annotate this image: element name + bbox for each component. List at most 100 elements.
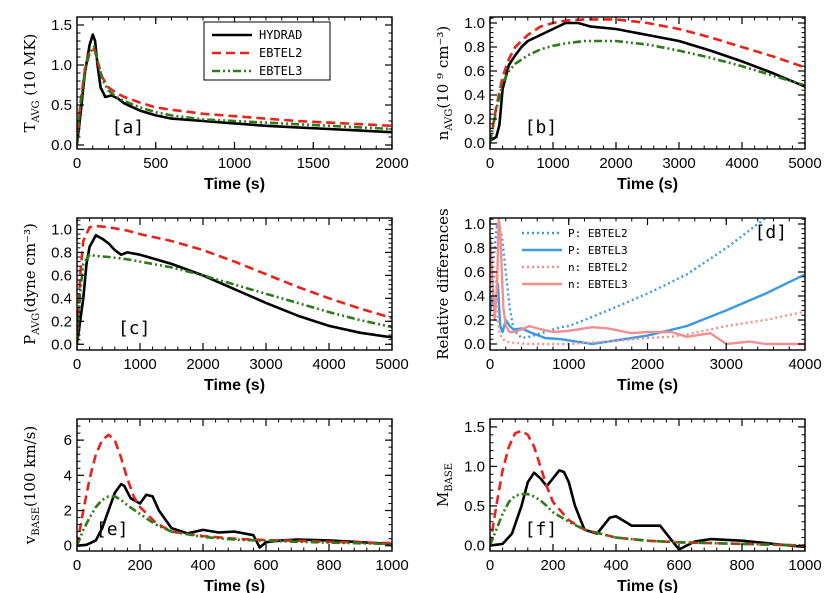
x-tick-label: 4000 <box>312 356 345 373</box>
legend-label: n: EBTEL2 <box>568 261 628 274</box>
series-d-n-ebtel3 <box>490 218 805 346</box>
plot-frame-f <box>489 418 806 552</box>
legend-label: n: EBTEL3 <box>568 278 628 291</box>
y-axis-label-sub: AVG <box>31 313 42 336</box>
series-d-p-ebtel2 <box>490 218 768 340</box>
panel-b: 0 1000 2000 3000 4000 5000 0.0 0.2 0.4 0.6 0.8 1.0 T… <box>434 15 822 193</box>
legend-label: EBTEL3 <box>259 64 302 78</box>
y-axis-label-unit: (10 MK) <box>21 34 39 101</box>
series-c-ebtel2 <box>77 224 392 345</box>
panel-label-d: [d] <box>755 222 788 243</box>
panel-label-b: [b] <box>525 117 558 138</box>
y-tick-label: 0.5 <box>464 498 485 515</box>
x-tick-label: 0 <box>73 557 81 574</box>
y-axis-label: TAVG (10 MK) <box>21 34 42 133</box>
y-tick-label: 1.5 <box>51 17 72 34</box>
y-tick-label: 1.0 <box>51 221 72 238</box>
y-tick-label: 0 <box>64 538 72 555</box>
x-tick-label: 1000 <box>123 356 156 373</box>
x-tick-label: 3000 <box>249 356 282 373</box>
x-tick-label: 2000 <box>599 155 632 172</box>
series-f-ebtel3 <box>490 492 805 547</box>
y-tick-label: 0.4 <box>464 87 485 104</box>
y-tick-label: 0.6 <box>51 267 72 284</box>
panel-label-e: [e] <box>96 519 129 540</box>
x-tick-label: 200 <box>540 557 565 574</box>
legend-label: P: EBTEL3 <box>568 244 628 257</box>
x-tick-label: 800 <box>316 557 341 574</box>
y-tick-label: 0.4 <box>51 290 72 307</box>
y-tick-label: 0.2 <box>464 312 485 329</box>
x-tick-label: 4000 <box>725 155 758 172</box>
y-tick-label: 2 <box>64 503 72 520</box>
y-tick-label: 0.6 <box>464 63 485 80</box>
y-tick-label: 0.8 <box>51 244 72 261</box>
series-b-ebtel3 <box>490 39 805 144</box>
y-tick-label: 0.2 <box>51 313 72 330</box>
x-axis-label: Time (s) <box>617 578 678 593</box>
y-tick-label: 1.0 <box>464 15 485 32</box>
x-tick-label: 1000 <box>218 155 251 172</box>
y-tick-label: 0.5 <box>51 97 72 114</box>
x-tick-label: 3000 <box>710 356 743 373</box>
y-tick-label: 1.0 <box>464 458 485 475</box>
legend-label: P: EBTEL2 <box>568 227 628 240</box>
x-tick-label: 1000 <box>552 356 585 373</box>
series-e-ebtel3 <box>77 495 392 547</box>
series-d-n-ebtel2 <box>490 235 805 346</box>
y-tick-label: 0.0 <box>51 336 72 353</box>
plot-frame-c <box>76 217 393 351</box>
x-axis-label: Time (s) <box>204 176 265 193</box>
panel-e: 0 200 400 600 800 1000 0 2 4 6 Time (s) vBASE(100 k… <box>21 418 409 593</box>
y-axis-label: MBASE <box>434 463 455 507</box>
x-axis-label: Time (s) <box>204 578 265 593</box>
x-tick-label: 400 <box>603 557 628 574</box>
x-tick-label: 0 <box>486 557 494 574</box>
y-axis-label-main: Relative differences <box>434 208 452 359</box>
panel-c: 0 1000 2000 3000 4000 5000 0.0 0.2 0.4 0.6 0.8 1.0 T… <box>21 217 409 394</box>
y-tick-label: 0.0 <box>464 135 485 152</box>
y-tick-label: 0.0 <box>51 137 72 154</box>
series-b-hydrad <box>490 21 805 142</box>
y-tick-label: 6 <box>64 432 72 449</box>
x-axis-label: Time (s) <box>617 377 678 394</box>
x-tick-label: 2000 <box>186 356 219 373</box>
panel-d: 0 1000 2000 3000 4000 0.0 0.2 0.4 0.6 0.8 1.0 Time … <box>434 208 822 394</box>
series-a-ebtel2 <box>77 47 392 146</box>
series-a-ebtel3 <box>77 45 392 146</box>
x-tick-label: 5000 <box>375 356 408 373</box>
panel-a: 0 500 1000 1500 2000 0.0 0.5 1.0 1.5 Time (s) TAVG… <box>21 16 409 193</box>
x-tick-label: 1000 <box>788 557 821 574</box>
plot-frame-b <box>489 16 806 150</box>
y-axis-label: nAVG(10 ⁹ cm⁻³) <box>434 26 455 141</box>
series-c-hydrad <box>77 233 392 345</box>
x-tick-label: 600 <box>253 557 278 574</box>
panel-label-f: [f] <box>525 519 558 540</box>
y-tick-label: 0.6 <box>464 264 485 281</box>
x-tick-label: 0 <box>486 356 494 373</box>
x-tick-label: 1000 <box>536 155 569 172</box>
y-axis-label-main: P <box>21 335 39 345</box>
panel-label-a: [a] <box>112 117 145 138</box>
x-tick-label: 1000 <box>375 557 408 574</box>
y-axis-label-main: n <box>434 130 452 140</box>
series-a-hydrad <box>77 33 392 146</box>
y-axis-label-main: T <box>21 122 39 132</box>
plot-frame-e <box>76 418 393 552</box>
x-tick-label: 5000 <box>788 155 821 172</box>
x-axis-label: Time (s) <box>617 176 678 193</box>
y-tick-label: 1.0 <box>464 216 485 233</box>
y-axis-label-unit: (10 ⁹ cm⁻³) <box>434 26 452 109</box>
y-tick-label: 1.0 <box>51 57 72 74</box>
y-axis-label-main: M <box>434 492 452 507</box>
y-tick-label: 4 <box>64 467 72 484</box>
y-tick-label: 0.4 <box>464 288 485 305</box>
x-tick-label: 4000 <box>788 356 821 373</box>
y-tick-label: 0.0 <box>464 537 485 554</box>
y-axis-label-sub: BASE <box>31 507 42 536</box>
x-tick-label: 200 <box>127 557 152 574</box>
y-axis-label-sub: AVG <box>444 109 455 132</box>
y-axis-label-sub: BASE <box>444 463 455 492</box>
panel-label-c: [c] <box>118 318 151 339</box>
panel-f: 0 200 400 600 800 1000 0.0 0.5 1.0 1.5 Time (s) MBA… <box>434 418 822 593</box>
